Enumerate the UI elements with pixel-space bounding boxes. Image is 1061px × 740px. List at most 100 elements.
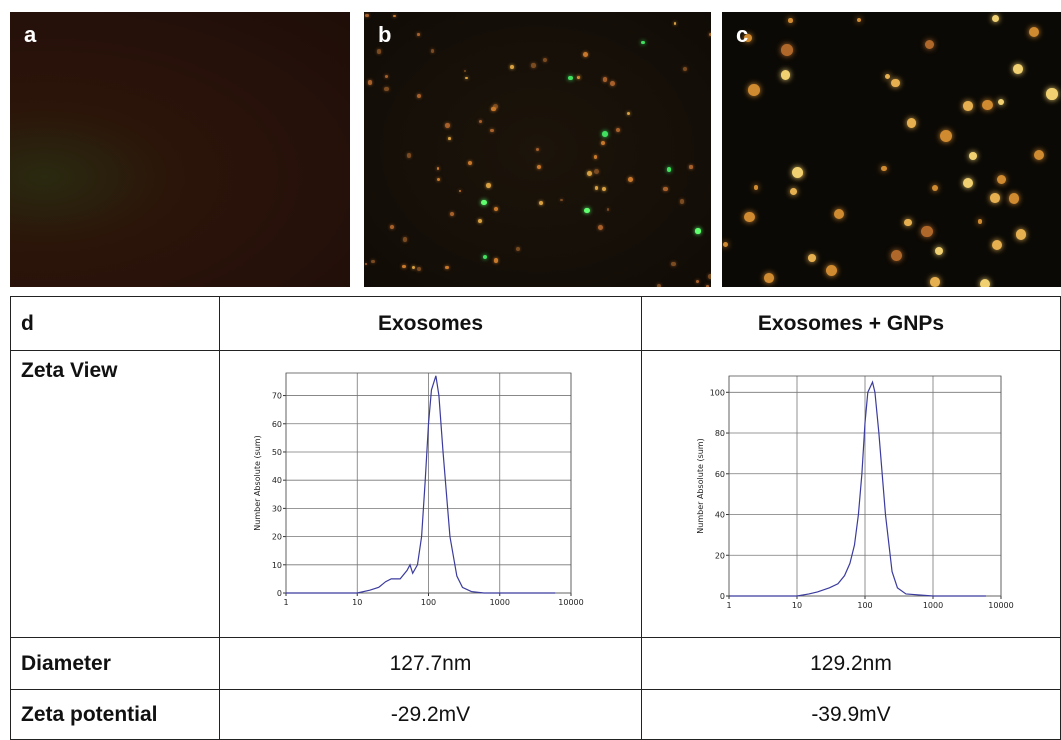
speck — [478, 219, 482, 223]
speck — [365, 14, 368, 17]
x-tick-label: 1 — [726, 601, 731, 610]
speck — [990, 193, 1000, 203]
speck — [481, 200, 487, 206]
speck — [371, 260, 375, 264]
speck — [627, 112, 631, 116]
speck — [385, 75, 388, 78]
micrograph: a — [10, 12, 350, 287]
speck — [494, 207, 498, 211]
value-cell: -29.2mV — [220, 690, 642, 740]
x-tick-label: 1000 — [923, 601, 943, 610]
speck — [607, 208, 609, 210]
speck — [603, 77, 607, 81]
speck — [601, 141, 605, 145]
speck — [479, 120, 483, 124]
speck — [891, 79, 899, 87]
speck — [674, 22, 676, 24]
x-tick-label: 100 — [421, 598, 436, 607]
speck — [881, 166, 887, 172]
speck — [808, 254, 816, 262]
speck — [602, 187, 606, 191]
chart: 020406080100110100100010000Number Absolu… — [642, 351, 1060, 637]
speck — [641, 41, 645, 45]
speck — [393, 15, 395, 17]
y-tick-label: 100 — [710, 388, 725, 397]
speck — [445, 266, 448, 269]
speck — [417, 94, 422, 99]
data-line — [286, 376, 555, 593]
y-tick-label: 10 — [272, 561, 282, 570]
speck — [486, 183, 491, 188]
y-tick-label: 50 — [272, 448, 282, 457]
speck — [1016, 229, 1027, 240]
speck — [781, 44, 793, 56]
speck — [891, 250, 902, 261]
speck — [1009, 193, 1020, 204]
speck — [568, 76, 572, 80]
speck — [781, 70, 791, 80]
x-tick-label: 10 — [352, 598, 362, 607]
panel-label: c — [736, 22, 748, 48]
row-label: Diameter — [11, 638, 220, 690]
speck — [834, 209, 844, 219]
speck — [459, 190, 462, 193]
speck — [885, 74, 890, 79]
y-tick-label: 40 — [272, 476, 282, 485]
row-label: Zeta potential — [11, 690, 220, 740]
page: {"panels": [{"label": "a"}, {"label": "b… — [0, 0, 1061, 738]
speck — [764, 273, 774, 283]
speck — [368, 80, 372, 84]
speck — [437, 167, 440, 170]
micrograph: b — [364, 12, 711, 287]
speck — [448, 137, 451, 140]
y-axis-label: Number Absolute (sum) — [253, 435, 262, 530]
speck — [412, 266, 415, 269]
data-line — [729, 382, 986, 596]
row-label: Zeta View — [11, 351, 220, 638]
speck — [583, 52, 588, 57]
speck — [748, 84, 760, 96]
speck — [925, 40, 935, 50]
speck — [584, 208, 590, 214]
speck — [790, 188, 797, 195]
speck — [390, 225, 394, 229]
speck — [1029, 27, 1040, 38]
speck — [663, 187, 668, 192]
x-tick-label: 100 — [857, 601, 872, 610]
speck — [671, 262, 676, 267]
speck — [516, 247, 520, 251]
speck — [598, 225, 603, 230]
x-tick-label: 1 — [283, 598, 288, 607]
speck — [1034, 150, 1044, 160]
speck — [417, 267, 421, 271]
y-tick-label: 60 — [272, 420, 282, 429]
x-tick-label: 10 — [792, 601, 802, 610]
speck — [998, 99, 1004, 105]
speck — [754, 185, 758, 189]
speck — [978, 219, 982, 223]
speck — [683, 67, 687, 71]
y-tick-label: 40 — [715, 511, 725, 520]
value-cell: -39.9mV — [642, 690, 1061, 740]
speck — [969, 152, 977, 160]
speck — [706, 285, 709, 287]
speck — [402, 265, 405, 268]
speck — [536, 148, 539, 151]
speck — [932, 185, 938, 191]
speck — [490, 129, 493, 132]
speck — [543, 58, 547, 62]
header-cell: Exosomes + GNPs — [642, 297, 1061, 351]
speck — [930, 277, 940, 287]
speck — [468, 161, 472, 165]
speck — [465, 77, 468, 80]
speck — [595, 186, 599, 190]
speck — [594, 169, 599, 174]
speck — [464, 70, 466, 72]
speck — [788, 18, 792, 22]
speck — [792, 167, 803, 178]
speck — [537, 165, 541, 169]
speck — [494, 258, 499, 263]
speck — [689, 165, 692, 168]
